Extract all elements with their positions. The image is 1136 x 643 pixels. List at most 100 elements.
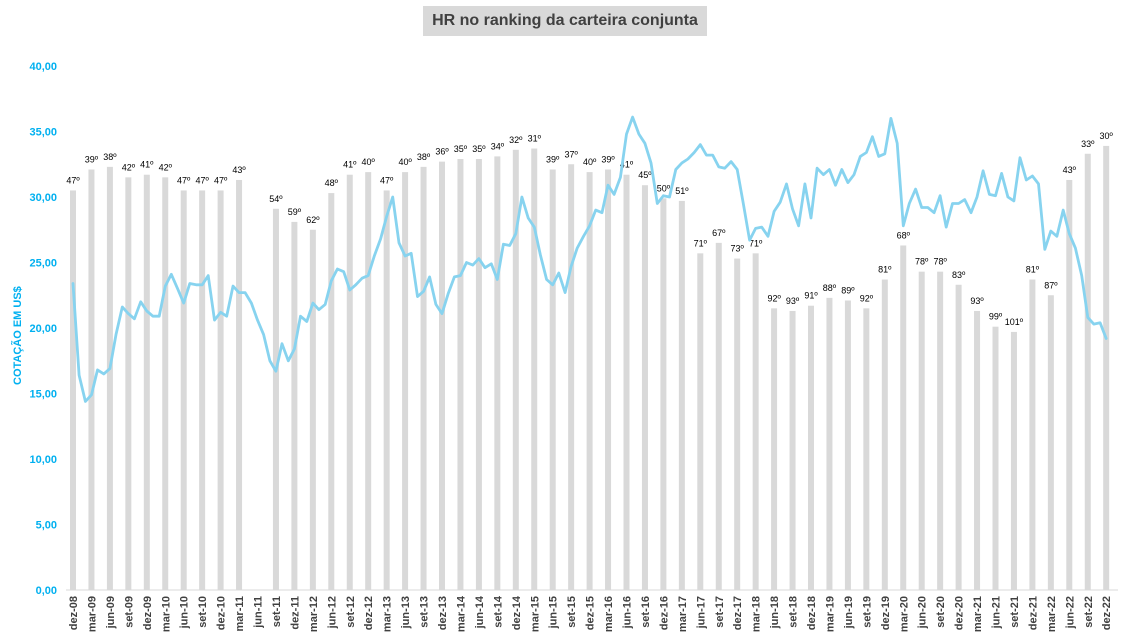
x-tick-label: mar-14 bbox=[455, 595, 467, 632]
bar-data-label: 40º bbox=[362, 157, 376, 167]
y-tick-label: 25,00 bbox=[29, 258, 57, 270]
bar bbox=[143, 174, 150, 591]
bar-data-label: 101º bbox=[1005, 317, 1024, 327]
bar bbox=[346, 174, 353, 591]
bar bbox=[808, 305, 814, 590]
bar-data-label: 33º bbox=[1081, 139, 1095, 149]
bar bbox=[309, 229, 316, 590]
x-tick-label: jun-14 bbox=[474, 595, 486, 629]
bar bbox=[660, 198, 667, 590]
x-tick-label: set-15 bbox=[566, 596, 578, 628]
bar bbox=[586, 172, 593, 591]
x-tick-label: dez-21 bbox=[1027, 596, 1039, 630]
x-tick-label: dez-13 bbox=[437, 596, 449, 630]
x-tick-label: jun-17 bbox=[695, 596, 707, 629]
x-tick-label: mar-21 bbox=[972, 596, 984, 632]
price-line bbox=[71, 115, 1108, 403]
x-tick-label: dez-16 bbox=[658, 596, 670, 630]
bar-data-label: 51º bbox=[675, 186, 689, 196]
bar-data-label: 43º bbox=[232, 165, 246, 175]
bar bbox=[1047, 295, 1054, 590]
x-tick-label: set-12 bbox=[345, 596, 357, 628]
bar-data-label: 41º bbox=[140, 160, 154, 170]
bar bbox=[844, 300, 851, 590]
bar-data-label: 41º bbox=[343, 160, 357, 170]
bar bbox=[549, 169, 556, 591]
x-tick-label: mar-12 bbox=[308, 596, 320, 632]
y-tick-label: 35,00 bbox=[29, 127, 57, 139]
bar bbox=[365, 172, 372, 591]
bar-data-label: 39º bbox=[601, 154, 615, 164]
bar-data-label: 35º bbox=[454, 144, 468, 154]
x-tick-label: dez-17 bbox=[732, 596, 744, 630]
x-tick-label: dez-11 bbox=[289, 596, 301, 630]
x-tick-label: dez-22 bbox=[1101, 596, 1113, 630]
bar-data-label: 41º bbox=[620, 160, 634, 170]
bar bbox=[918, 271, 925, 590]
bar bbox=[1029, 279, 1036, 590]
bar bbox=[752, 253, 759, 590]
x-tick-label: set-14 bbox=[492, 595, 504, 628]
x-tick-label: dez-08 bbox=[68, 596, 80, 630]
bar-data-label: 39º bbox=[546, 154, 560, 164]
x-tick-label: jun-22 bbox=[1064, 596, 1076, 629]
bar bbox=[420, 166, 427, 590]
bar-data-label: 47º bbox=[177, 175, 191, 185]
bar bbox=[512, 149, 519, 590]
x-tick-label: mar-16 bbox=[603, 596, 615, 632]
bar-data-label: 73º bbox=[731, 244, 745, 254]
bar-data-label: 38º bbox=[417, 152, 431, 162]
bar-data-label: 71º bbox=[694, 238, 708, 248]
bar bbox=[678, 200, 685, 590]
x-tick-label: mar-09 bbox=[86, 596, 98, 632]
bar-data-label: 91º bbox=[804, 291, 818, 301]
bar-data-label: 34º bbox=[491, 141, 505, 151]
x-tick-label: set-09 bbox=[123, 596, 135, 628]
bar bbox=[826, 297, 833, 590]
x-tick-label: dez-12 bbox=[363, 596, 375, 630]
bar-data-label: 43º bbox=[1063, 165, 1077, 175]
bar-data-label: 54º bbox=[269, 194, 283, 204]
x-tick-label: dez-19 bbox=[880, 596, 892, 630]
y-tick-label: 10,00 bbox=[29, 454, 57, 466]
x-tick-label: set-17 bbox=[714, 596, 726, 628]
x-tick-label: mar-18 bbox=[751, 596, 763, 632]
bar bbox=[70, 190, 76, 590]
bar bbox=[623, 174, 630, 591]
bar-data-label: 48º bbox=[325, 178, 339, 188]
bar bbox=[697, 253, 704, 590]
bar-data-label: 45º bbox=[638, 170, 652, 180]
bar-data-label: 78º bbox=[915, 257, 929, 267]
y-tick-label: 20,00 bbox=[29, 323, 57, 335]
x-tick-label: set-20 bbox=[935, 596, 947, 628]
bar bbox=[531, 148, 538, 590]
x-tick-label: dez-18 bbox=[806, 596, 818, 630]
bar-data-label: 59º bbox=[288, 207, 302, 217]
bar bbox=[439, 161, 445, 590]
x-tick-label: mar-19 bbox=[824, 596, 836, 632]
x-tick-label: jun-16 bbox=[622, 596, 634, 629]
bar-data-label: 42º bbox=[122, 162, 136, 172]
bar bbox=[605, 169, 612, 591]
x-tick-label: mar-15 bbox=[529, 596, 541, 632]
bar bbox=[789, 310, 796, 590]
bar-data-label: 30º bbox=[1100, 131, 1114, 141]
bar bbox=[715, 242, 722, 590]
bar-data-label: 47º bbox=[195, 175, 209, 185]
bar-data-label: 35º bbox=[472, 144, 486, 154]
x-tick-label: set-22 bbox=[1083, 596, 1095, 628]
bar bbox=[291, 221, 298, 590]
bar bbox=[734, 258, 741, 590]
bar-data-label: 50º bbox=[657, 183, 671, 193]
x-tick-label: mar-11 bbox=[234, 596, 246, 631]
bar bbox=[641, 185, 648, 590]
bar bbox=[383, 190, 390, 590]
x-tick-label: jun-21 bbox=[991, 596, 1003, 629]
y-tick-label: 40,00 bbox=[29, 61, 57, 73]
bar-data-label: 68º bbox=[897, 230, 911, 240]
bar-data-label: 39º bbox=[85, 154, 99, 164]
y-tick-label: 15,00 bbox=[29, 389, 57, 401]
bar-data-label: 78º bbox=[933, 257, 947, 267]
bar bbox=[863, 308, 870, 590]
x-tick-label: set-13 bbox=[419, 596, 431, 628]
